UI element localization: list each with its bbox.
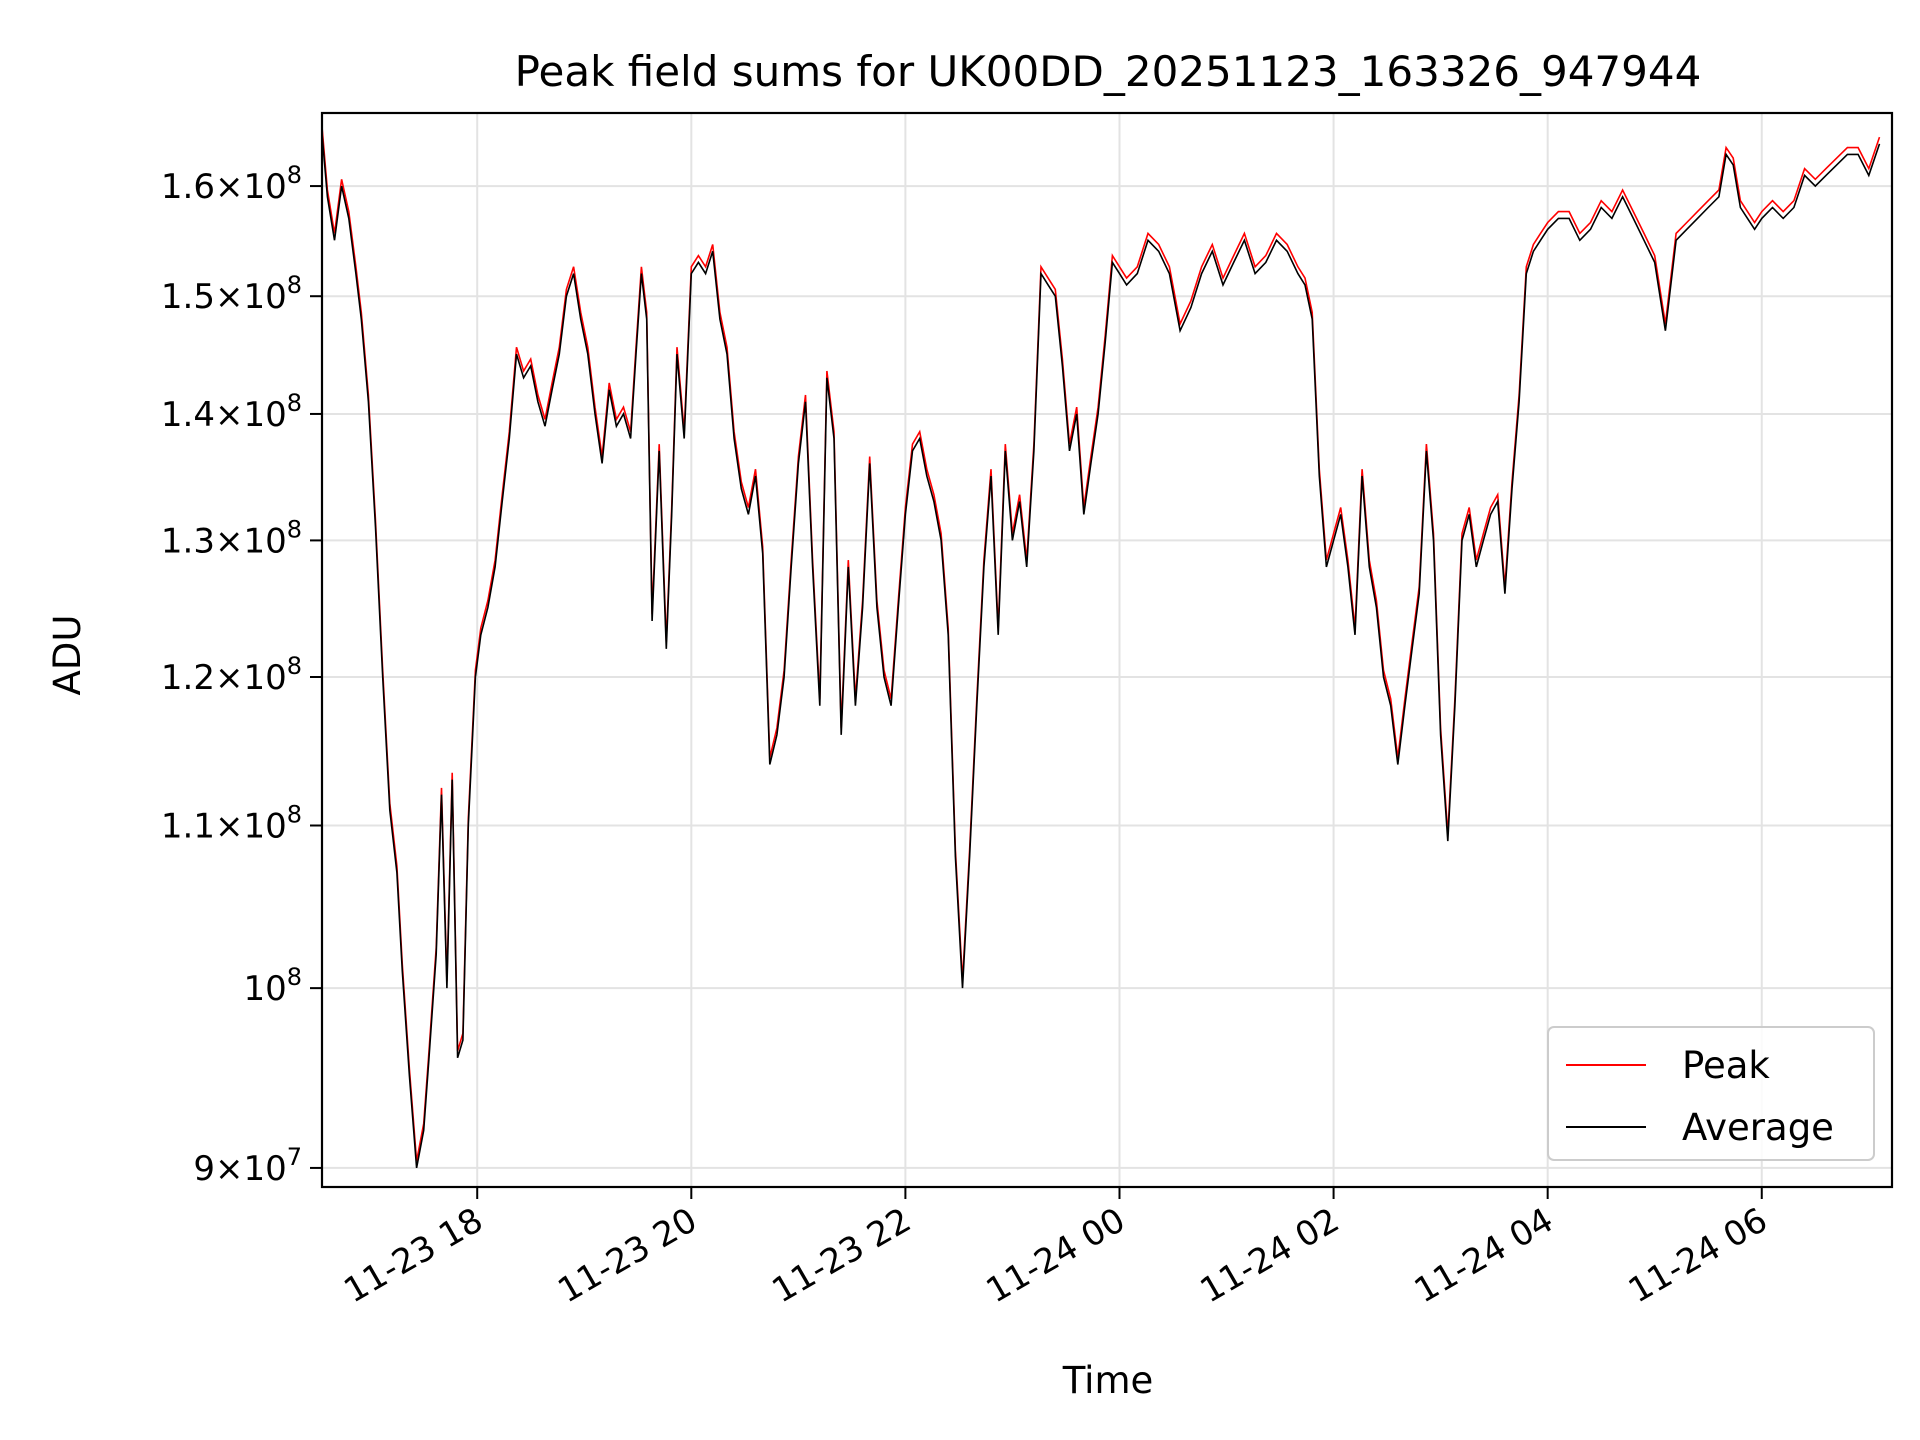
y-tick-label-exponent: 8 xyxy=(287,389,302,417)
y-tick-label-base: 1.4×10 xyxy=(161,395,287,435)
y-tick-label-exponent: 8 xyxy=(287,963,302,991)
x-tick-label: 11-24 02 xyxy=(1194,1200,1346,1311)
y-tick-label: 1.1×108 xyxy=(161,800,302,846)
y-tick-label-exponent: 8 xyxy=(287,161,302,189)
chart-title: Peak field sums for UK00DD_20251123_1633… xyxy=(515,47,1702,96)
y-tick-label: 1.3×108 xyxy=(161,515,302,561)
y-tick-label-exponent: 8 xyxy=(287,271,302,299)
legend-peak-label: Peak xyxy=(1682,1044,1770,1087)
series-lines xyxy=(322,126,1881,1169)
y-tick-label-base: 1.1×10 xyxy=(161,806,287,846)
plot-frame xyxy=(320,111,1894,1189)
y-axis-label: ADU xyxy=(46,615,89,696)
y-tick-label-base: 10 xyxy=(243,969,286,1009)
x-tick-label: 11-23 22 xyxy=(766,1200,918,1311)
x-axis-label: Time xyxy=(1062,1359,1154,1402)
x-tick-label: 11-24 00 xyxy=(980,1200,1132,1311)
x-tick-label: 11-23 18 xyxy=(337,1200,489,1311)
legend: Peak Average xyxy=(1547,1026,1875,1161)
y-tick-label: 9×107 xyxy=(193,1143,302,1189)
y-tick-label-exponent: 8 xyxy=(287,652,302,680)
legend-average-label: Average xyxy=(1682,1106,1834,1149)
y-tick-label-base: 1.3×10 xyxy=(161,521,287,561)
y-tick-label: 1.6×108 xyxy=(161,161,302,207)
x-tick-label: 11-24 04 xyxy=(1408,1200,1560,1311)
y-tick-label-base: 1.2×10 xyxy=(161,658,287,698)
y-tick-label-base: 9×10 xyxy=(193,1149,286,1189)
y-tick-label-base: 1.6×10 xyxy=(161,167,287,207)
y-tick-label-exponent: 7 xyxy=(287,1143,302,1171)
axis-ticks: 11-23 18 11-23 20 11-23 22 11-24 00 11-24 02… xyxy=(161,161,1774,1311)
y-tick-label: 1.2×108 xyxy=(161,652,302,698)
series-line-peak xyxy=(322,126,1881,1162)
y-tick-label-base: 1.5×10 xyxy=(161,277,287,317)
x-tick-label: 11-24 06 xyxy=(1622,1200,1774,1311)
y-tick-label: 108 xyxy=(243,963,302,1009)
y-tick-label: 1.5×108 xyxy=(161,271,302,317)
grid-lines xyxy=(322,113,1892,1187)
y-tick-label: 1.4×108 xyxy=(161,389,302,435)
series-line-average xyxy=(322,133,1881,1169)
y-tick-label-exponent: 8 xyxy=(287,515,302,543)
x-tick-label: 11-23 20 xyxy=(551,1200,703,1311)
y-tick-label-exponent: 8 xyxy=(287,800,302,828)
